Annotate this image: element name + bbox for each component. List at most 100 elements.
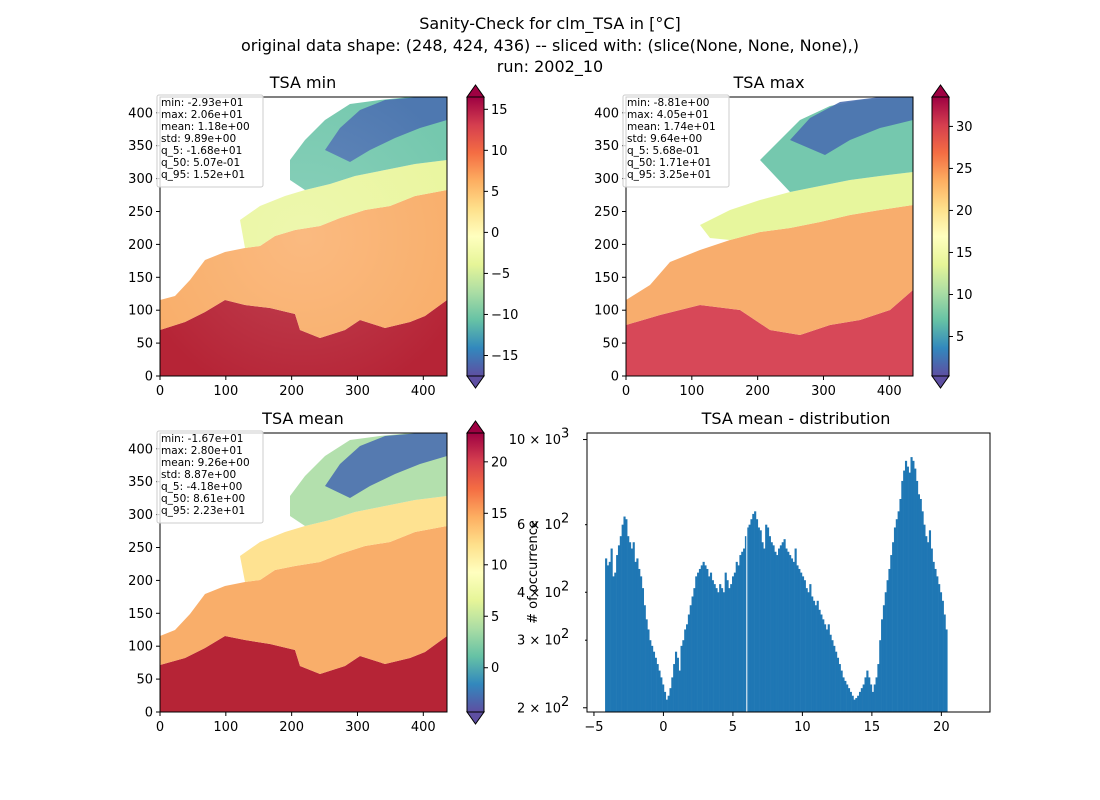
histogram-bar: [847, 688, 851, 712]
histogram-bar: [840, 670, 843, 712]
panel-title: TSA mean - distribution: [701, 409, 891, 428]
map-field: [160, 97, 447, 376]
histogram-bar: [906, 466, 909, 712]
colorbar-tick-label: 20: [956, 204, 973, 219]
stats-entry: mean: 1.74e+01: [627, 121, 716, 133]
histogram-bar: [927, 542, 930, 712]
histogram-bar: [735, 561, 738, 712]
histogram-bar: [838, 664, 841, 712]
histogram-bar: [617, 545, 621, 712]
histogram-bar: [792, 561, 795, 712]
stats-entry: std: 9.64e+00: [627, 133, 702, 145]
histogram-bar: [682, 640, 685, 712]
histogram-bar: [879, 640, 882, 712]
y-axis: 2 × 10 210 × 10 33 × 10 24 × 10 26 × 10 2: [509, 427, 587, 716]
histogram-bar: [770, 542, 773, 712]
y-tick-label: 150: [128, 607, 153, 622]
y-tick-base: 6 × 10: [517, 518, 561, 533]
histogram-bar: [628, 542, 632, 712]
histogram-bar: [754, 511, 757, 712]
histogram-bar: [700, 565, 703, 712]
histogram-bar: [860, 688, 863, 712]
histogram-bar: [643, 605, 646, 712]
y-tick-label: 350: [128, 475, 153, 490]
histogram-bar: [796, 565, 799, 712]
histogram-bar: [717, 592, 720, 712]
colorbar-gradient: [466, 432, 485, 713]
y-tick-label: 0: [145, 706, 153, 721]
histogram-bar: [864, 677, 867, 712]
histogram-bar: [730, 584, 733, 712]
histogram-bar: [722, 592, 725, 712]
histogram-bar: [781, 542, 784, 712]
histogram-bar: [728, 588, 731, 712]
y-tick-exponent: 2: [561, 512, 569, 527]
x-tick-label: 0: [622, 384, 630, 399]
histogram-bar: [814, 605, 817, 712]
histogram-bar: [824, 624, 827, 712]
histogram-bar: [726, 580, 729, 712]
y-tick-label: 200: [128, 574, 153, 589]
histogram-bar: [774, 551, 777, 712]
histogram-bar: [836, 657, 840, 712]
histogram-bar: [678, 670, 681, 712]
stats-entry: std: 8.87e+00: [161, 469, 236, 481]
histogram-bar: [870, 684, 873, 712]
histogram-bar: [684, 629, 687, 712]
histogram-bar: [673, 664, 676, 712]
histogram-bar: [744, 536, 748, 712]
colorbar-tick-label: 15: [956, 246, 973, 261]
histogram-bar: [634, 561, 637, 712]
y-tick-label: 0: [611, 370, 619, 385]
x-tick-label: 400: [877, 384, 902, 399]
histogram-bar: [938, 584, 941, 712]
y-tick-label: 250: [128, 205, 153, 220]
histogram-bar: [809, 584, 812, 712]
histogram-bar: [663, 691, 667, 712]
colorbar-tick-label: 10: [956, 288, 973, 303]
histogram-bar: [759, 530, 762, 712]
x-tick-label: 0: [156, 720, 164, 735]
y-tick-label: 200: [128, 238, 153, 253]
y-tick-label: 50: [136, 337, 153, 352]
histogram-bar: [720, 588, 724, 712]
histogram-bar: [917, 494, 920, 712]
colorbar-extend-max: [466, 420, 485, 434]
histogram-bar: [807, 592, 810, 712]
stats-entry: q_5: -4.18e+00: [161, 481, 242, 493]
histogram-bar: [888, 568, 891, 712]
histogram-bar: [914, 468, 917, 712]
histogram-bar: [904, 460, 908, 712]
histogram-bar: [779, 545, 782, 712]
stats-entry: std: 9.89e+00: [161, 133, 236, 145]
histogram-bar: [665, 699, 668, 712]
panel-tsa-min: TSA min 0 100 200 300 400 050100150200250300…: [128, 73, 518, 399]
histogram-bar: [610, 548, 613, 712]
colorbar-tick-label: 15: [491, 507, 508, 522]
histogram-bar: [884, 592, 887, 712]
histogram-bar: [605, 558, 608, 712]
histogram-bar: [658, 670, 661, 712]
colorbar-tick-label: −10: [491, 308, 518, 323]
panel-tsa-mean: TSA mean 0 100 200 300 400 05010015020025030…: [128, 409, 507, 735]
histogram-bar: [912, 460, 915, 712]
histogram-bar: [846, 684, 849, 712]
histogram-bar: [829, 634, 832, 712]
histogram-bar: [901, 480, 904, 712]
histogram-bar: [877, 664, 880, 712]
histogram-bar: [768, 536, 771, 712]
x-tick-label: 15: [864, 720, 881, 735]
histogram-bar: [719, 584, 722, 712]
y-tick-base: 2 × 10: [517, 701, 561, 716]
histogram-bar: [842, 677, 845, 712]
histogram-bar: [625, 519, 628, 712]
y-tick-label: 350: [594, 139, 619, 154]
title-line-3: run: 2002_10: [497, 57, 603, 77]
histogram-bar: [698, 568, 702, 712]
stats-entry: mean: 1.18e+00: [161, 121, 250, 133]
histogram-bar: [855, 698, 858, 712]
histogram-bar: [923, 524, 926, 712]
histogram-bar: [941, 600, 944, 712]
